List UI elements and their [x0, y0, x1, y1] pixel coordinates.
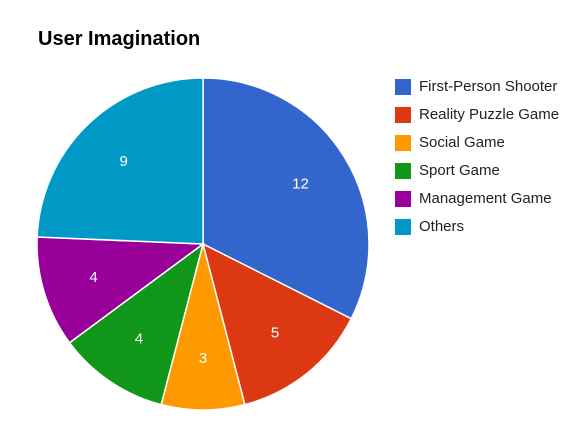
legend-label: Management Game [419, 190, 552, 207]
legend-item-first-person-shooter[interactable]: First-Person Shooter [395, 76, 560, 98]
chart-title: User Imagination [38, 28, 201, 50]
slice-value-label-social-game: 3 [199, 350, 207, 367]
legend-swatch [395, 79, 411, 95]
slice-value-label-reality-puzzle-game: 5 [271, 325, 279, 342]
legend-swatch [395, 107, 411, 123]
legend-swatch [395, 135, 411, 151]
legend-swatch [395, 163, 411, 179]
slice-value-label-first-person-shooter: 12 [292, 175, 309, 192]
legend-swatch [395, 219, 411, 235]
pie-slice-others[interactable] [36, 77, 204, 245]
legend-label: Social Game [419, 134, 505, 151]
pie-slices [36, 77, 370, 411]
legend-label: Others [419, 218, 465, 235]
legend-item-social-game[interactable]: Social Game [395, 132, 560, 154]
pie-slice-first-person-shooter[interactable] [202, 77, 370, 320]
pie-slice-sport-game[interactable] [68, 242, 205, 406]
legend-item-sport-game[interactable]: Sport Game [395, 160, 560, 182]
slice-value-label-others: 9 [120, 153, 128, 170]
slice-value-label-management-game: 4 [89, 269, 97, 286]
pie-slice-reality-puzzle-game[interactable] [201, 242, 353, 406]
legend-label: Reality Puzzle Game [419, 106, 560, 123]
legend-item-others[interactable]: Others [395, 216, 560, 238]
legend-swatch [395, 191, 411, 207]
legend-item-management-game[interactable]: Management Game [395, 188, 560, 210]
legend-label: First-Person Shooter [419, 78, 558, 95]
legend-label: Sport Game [419, 162, 500, 179]
pie-value-labels: 12 5 3 4 4 9 [89, 153, 309, 367]
legend-item-reality-puzzle-game[interactable]: Reality Puzzle Game [395, 104, 560, 126]
chart-legend: First-Person Shooter Reality Puzzle Game S… [395, 76, 560, 244]
pie-slice-management-game[interactable] [36, 236, 206, 344]
slice-value-label-sport-game: 4 [135, 330, 143, 347]
